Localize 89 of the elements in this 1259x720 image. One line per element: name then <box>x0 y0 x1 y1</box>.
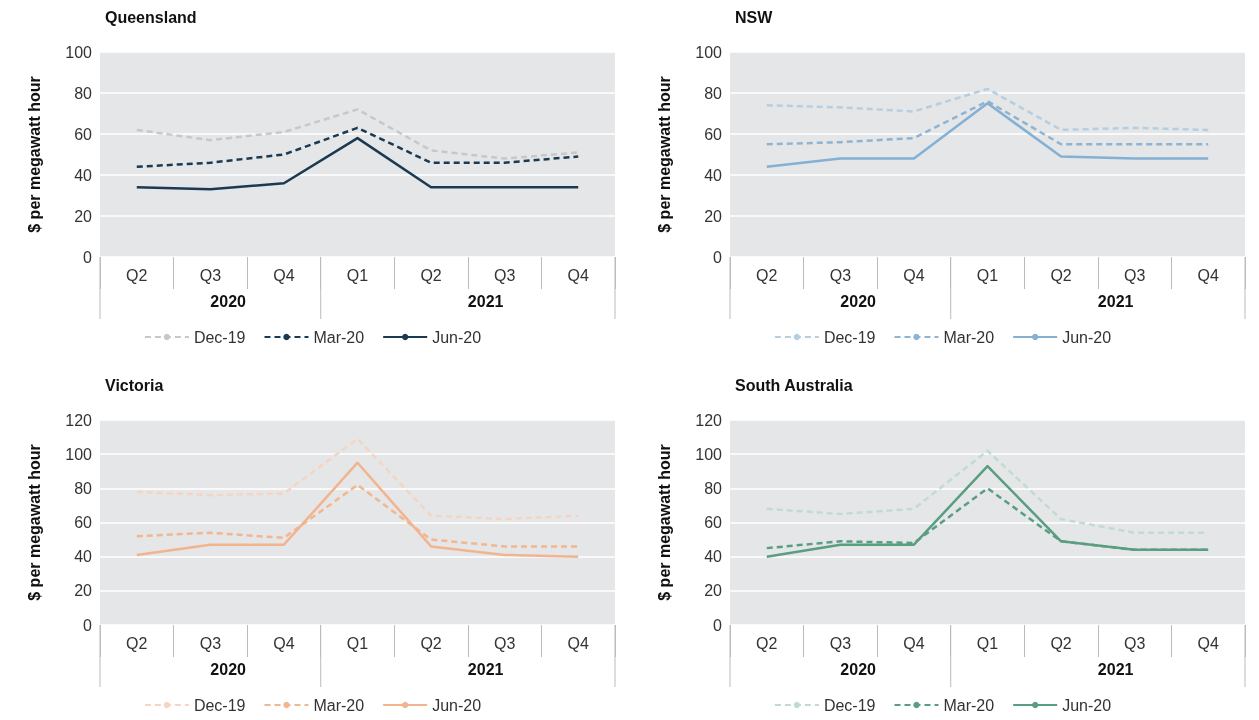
x-tick-label: Q1 <box>976 266 999 284</box>
line-series <box>135 108 580 160</box>
legend-label: Jun-20 <box>1062 696 1112 714</box>
x-tick-label: Q3 <box>829 634 852 652</box>
text: 2021 <box>467 660 504 678</box>
x-tick-label: Q1 <box>346 634 369 652</box>
y-tick-label: 60 <box>704 514 723 531</box>
x-tick-label: Q4 <box>903 634 925 652</box>
chart-title: South Australia <box>735 376 853 394</box>
text: 2021 <box>467 292 504 310</box>
y-tick-label: 100 <box>65 43 93 61</box>
x-tick-label: Q4 <box>273 634 295 652</box>
text: 2020 <box>210 292 247 310</box>
x-tick-label: Q3 <box>199 634 222 652</box>
y-axis-title: $ per megawatt hour <box>25 444 43 601</box>
legend-label: Jun-20 <box>1062 328 1112 346</box>
x-tick-label: Q2 <box>1050 266 1072 284</box>
x-tick-label: Q4 <box>1197 634 1219 652</box>
legend-label: Mar-20 <box>313 696 365 714</box>
y-tick-label: 60 <box>704 125 723 143</box>
x-tick-label: Q2 <box>420 634 442 652</box>
y-tick-label: 0 <box>83 616 93 634</box>
y-tick-label: 60 <box>74 514 93 531</box>
y-axis-title: $ per megawatt hour <box>25 76 43 233</box>
x-tick-label: Q3 <box>493 634 516 652</box>
text: 2021 <box>1097 660 1134 678</box>
text: 2021 <box>1097 292 1134 310</box>
x-tick-label: Q3 <box>1123 266 1146 284</box>
line-series <box>135 136 580 191</box>
chart-title: NSW <box>735 8 774 26</box>
line-series <box>135 126 580 169</box>
y-tick-label: 0 <box>713 248 723 266</box>
y-axis-title: $ per megawatt hour <box>655 444 673 601</box>
y-tick-label: 100 <box>65 445 93 463</box>
x-tick-label: Q2 <box>420 266 442 284</box>
x-tick-label: Q2 <box>126 266 148 284</box>
x-tick-label: Q4 <box>273 266 295 284</box>
y-tick-label: 0 <box>713 616 723 634</box>
legend-label: Dec-19 <box>193 328 246 346</box>
y-tick-label: 80 <box>704 479 723 497</box>
y-tick-label: 20 <box>74 207 93 225</box>
x-tick-label: Q2 <box>1050 634 1072 652</box>
y-tick-label: 40 <box>704 166 723 184</box>
y-tick-label: 80 <box>74 479 93 497</box>
y-tick-label: 80 <box>704 84 723 102</box>
legend-label: Mar-20 <box>313 328 365 346</box>
x-tick-label: Q4 <box>903 266 925 284</box>
x-tick-label: Q1 <box>346 266 369 284</box>
x-tick-label: Q2 <box>126 634 148 652</box>
y-tick-label: 80 <box>74 84 93 102</box>
y-tick-label: 40 <box>74 166 93 184</box>
y-axis-title: $ per megawatt hour <box>655 76 673 233</box>
y-tick-label: 120 <box>695 411 723 429</box>
x-tick-label: Q2 <box>756 634 778 652</box>
legend-label: Mar-20 <box>943 328 995 346</box>
y-tick-label: 60 <box>74 125 93 143</box>
y-tick-label: 40 <box>704 548 723 566</box>
x-tick-label: Q3 <box>493 266 516 284</box>
y-tick-label: 0 <box>83 248 93 266</box>
y-tick-label: 20 <box>704 207 723 225</box>
legend-label: Jun-20 <box>432 696 482 714</box>
x-tick-label: Q2 <box>756 266 778 284</box>
legend-label: Mar-20 <box>943 696 995 714</box>
chart-title: Victoria <box>105 376 164 394</box>
legend-label: Dec-19 <box>823 328 876 346</box>
y-tick-label: 40 <box>74 548 93 566</box>
line-series <box>765 87 1210 132</box>
legend-label: Dec-19 <box>823 696 876 714</box>
y-tick-label: 120 <box>65 411 93 429</box>
legend-label: Jun-20 <box>432 328 482 346</box>
line-series <box>135 461 580 558</box>
x-tick-label: Q4 <box>567 266 589 284</box>
line-series <box>135 437 580 521</box>
text: 2020 <box>840 292 877 310</box>
y-tick-label: 20 <box>74 582 93 600</box>
y-tick-label: 20 <box>704 582 723 600</box>
x-tick-label: Q4 <box>567 634 589 652</box>
x-tick-label: Q3 <box>829 266 852 284</box>
y-tick-label: 100 <box>695 43 723 61</box>
line-series <box>765 102 1210 169</box>
x-tick-label: Q1 <box>976 634 999 652</box>
text: 2020 <box>210 660 247 678</box>
text: 2020 <box>840 660 877 678</box>
legend-label: Dec-19 <box>193 696 246 714</box>
x-tick-label: Q3 <box>1123 634 1146 652</box>
x-tick-label: Q3 <box>199 266 222 284</box>
x-tick-label: Q4 <box>1197 266 1219 284</box>
y-tick-label: 100 <box>695 445 723 463</box>
chart-title: Queensland <box>105 8 197 26</box>
